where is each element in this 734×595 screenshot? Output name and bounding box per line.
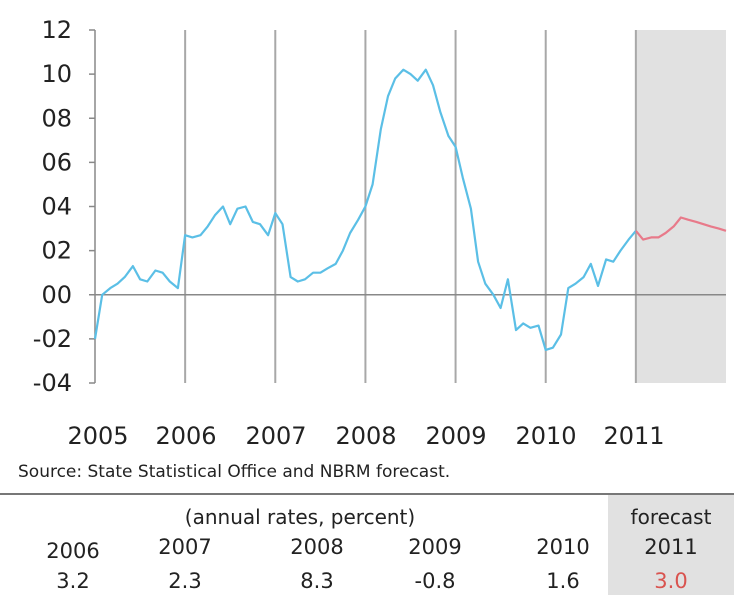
table-value-2006: 3.2	[56, 569, 90, 593]
x-tick-label: 2006	[155, 422, 216, 450]
x-tick-label: 2008	[335, 422, 396, 450]
annual-rates-table: (annual rates, percent) forecast 2006 20…	[0, 495, 734, 595]
table-year-2007: 2007	[158, 535, 212, 559]
forecast-label: forecast	[630, 505, 712, 529]
forecast-shade	[635, 30, 726, 383]
y-tick-label: 06	[41, 148, 72, 176]
y-tick-label: 00	[41, 281, 72, 309]
y-tick-label: -02	[33, 325, 72, 353]
y-tick-label: 02	[41, 237, 72, 265]
table-value-2011: 3.0	[654, 569, 688, 593]
x-tick-label: 2011	[603, 422, 664, 450]
table-value-2009: -0.8	[414, 569, 456, 593]
table-value-2008: 8.3	[300, 569, 334, 593]
y-tick-label: -04	[33, 369, 72, 397]
y-tick-label: 10	[41, 60, 72, 88]
x-tick-label: 2010	[515, 422, 576, 450]
x-tick-label: 2007	[245, 422, 306, 450]
forecast-inflation-line	[635, 216, 727, 241]
table-year-2011: 2011	[644, 535, 698, 559]
table-value-2007: 2.3	[168, 569, 202, 593]
x-tick-label: 2005	[67, 422, 128, 450]
y-tick-label: 08	[41, 104, 72, 132]
y-tick-label: 12	[41, 16, 72, 44]
source-note: Source: State Statistical Office and NBR…	[18, 462, 451, 482]
inflation-chart: 12 10 08 06 04 02 00 -02 -04 2005 2006 2007 2008 2009…	[33, 16, 727, 450]
table-subtitle: (annual rates, percent)	[184, 505, 416, 529]
table-year-2006: 2006	[46, 539, 100, 563]
x-tick-label: 2009	[425, 422, 486, 450]
y-tick-label: 04	[41, 193, 72, 221]
divider-line	[0, 493, 734, 495]
forecast-column-shade	[608, 495, 734, 595]
actual-inflation-line	[93, 68, 637, 351]
table-year-2009: 2009	[408, 535, 462, 559]
table-value-2010: 1.6	[546, 569, 580, 593]
table-year-2010: 2010	[536, 535, 590, 559]
table-year-2008: 2008	[290, 535, 344, 559]
